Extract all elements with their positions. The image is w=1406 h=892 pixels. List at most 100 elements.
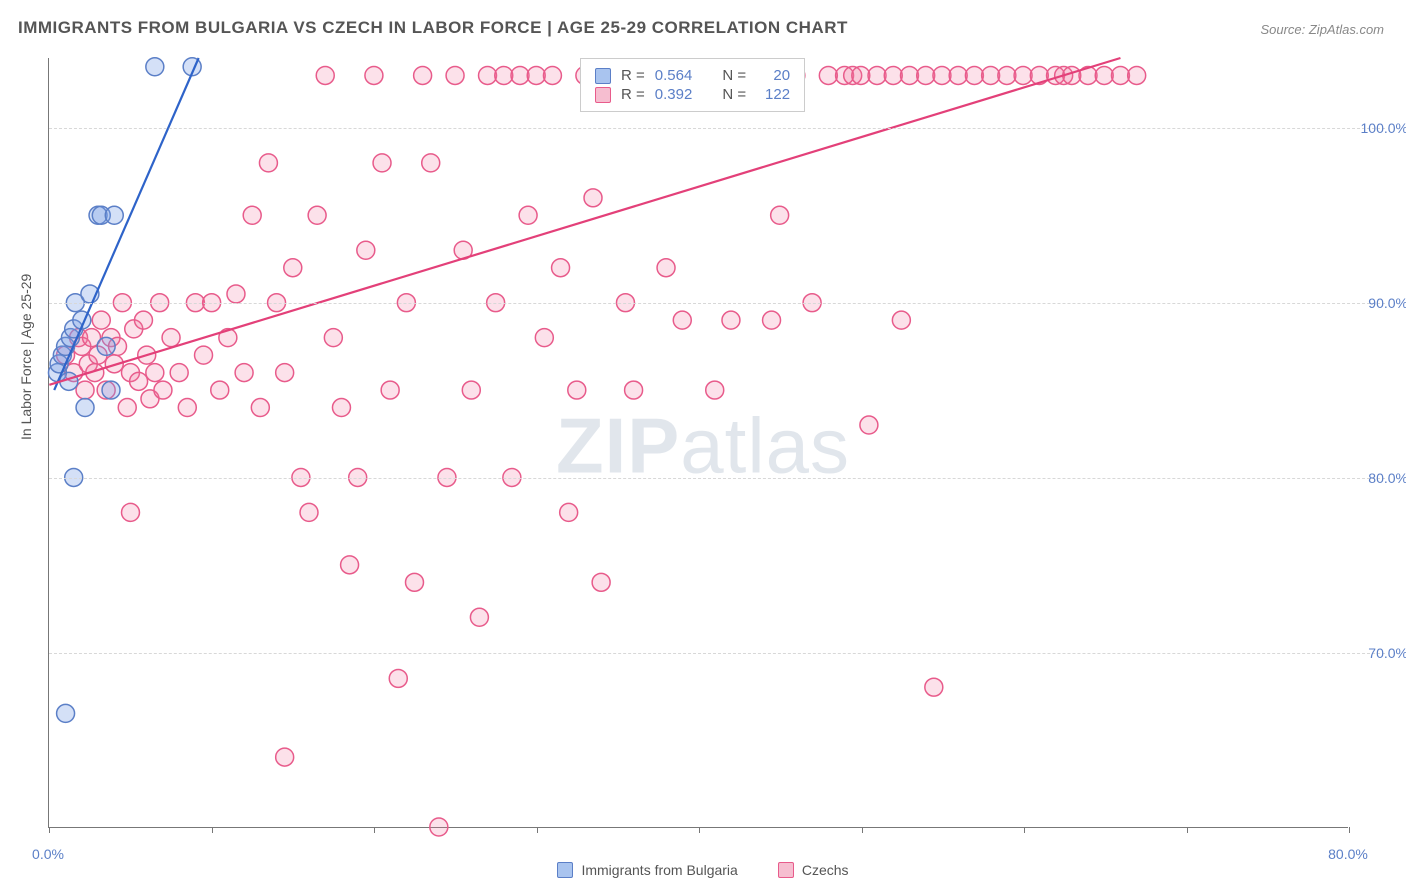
- scatter-point: [495, 66, 513, 84]
- scatter-point: [341, 556, 359, 574]
- legend-bottom-item: Immigrants from Bulgaria: [557, 862, 737, 878]
- scatter-point: [763, 311, 781, 329]
- scatter-point: [146, 58, 164, 76]
- scatter-point: [430, 818, 448, 836]
- scatter-point: [933, 66, 951, 84]
- scatter-point: [406, 573, 424, 591]
- scatter-point: [771, 206, 789, 224]
- x-tick-label: 80.0%: [1328, 846, 1368, 862]
- scatter-point: [414, 66, 432, 84]
- scatter-point: [332, 399, 350, 417]
- scatter-point: [965, 66, 983, 84]
- scatter-point: [357, 241, 375, 259]
- scatter-point: [535, 329, 553, 347]
- y-tick-label: 80.0%: [1353, 470, 1406, 486]
- scatter-point: [243, 206, 261, 224]
- x-tick: [699, 827, 700, 833]
- scatter-point: [1095, 66, 1113, 84]
- legend-r-value: 0.392: [655, 86, 693, 103]
- scatter-point: [527, 66, 545, 84]
- scatter-point: [227, 285, 245, 303]
- scatter-point: [917, 66, 935, 84]
- scatter-point: [170, 364, 188, 382]
- legend-r-label: R =: [621, 86, 645, 103]
- gridline: [49, 478, 1385, 479]
- gridline: [49, 303, 1385, 304]
- scatter-point: [276, 748, 294, 766]
- scatter-point: [422, 154, 440, 172]
- source-credit: Source: ZipAtlas.com: [1260, 22, 1384, 37]
- x-tick: [862, 827, 863, 833]
- legend-label: Immigrants from Bulgaria: [581, 862, 737, 878]
- scatter-point: [76, 399, 94, 417]
- correlation-legend: R =0.564N =20R =0.392N =122: [580, 58, 805, 112]
- y-tick-label: 70.0%: [1353, 645, 1406, 661]
- scatter-point: [118, 399, 136, 417]
- scatter-point: [949, 66, 967, 84]
- scatter-point: [446, 66, 464, 84]
- scatter-point: [57, 704, 75, 722]
- scatter-point: [102, 381, 120, 399]
- scatter-point: [105, 206, 123, 224]
- scatter-point: [122, 503, 140, 521]
- scatter-point: [259, 154, 277, 172]
- scatter-point: [373, 154, 391, 172]
- scatter-point: [300, 503, 318, 521]
- scatter-point: [568, 381, 586, 399]
- legend-r-label: R =: [621, 67, 645, 84]
- legend-n-label: N =: [722, 86, 746, 103]
- scatter-point: [925, 678, 943, 696]
- scatter-point: [706, 381, 724, 399]
- scatter-point: [819, 66, 837, 84]
- scatter-point: [381, 381, 399, 399]
- scatter-point: [625, 381, 643, 399]
- gridline: [49, 128, 1385, 129]
- scatter-svg: [49, 58, 1348, 827]
- scatter-point: [195, 346, 213, 364]
- scatter-point: [1014, 66, 1032, 84]
- scatter-point: [552, 259, 570, 277]
- scatter-point: [470, 608, 488, 626]
- legend-n-value: 20: [756, 67, 790, 84]
- legend-swatch: [557, 862, 573, 878]
- scatter-point: [389, 669, 407, 687]
- legend-swatch: [595, 68, 611, 84]
- scatter-point: [722, 311, 740, 329]
- scatter-point: [892, 311, 910, 329]
- x-tick: [1349, 827, 1350, 833]
- scatter-point: [211, 381, 229, 399]
- legend-label: Czechs: [802, 862, 849, 878]
- scatter-point: [154, 381, 172, 399]
- scatter-point: [365, 66, 383, 84]
- x-tick: [374, 827, 375, 833]
- y-tick-label: 90.0%: [1353, 295, 1406, 311]
- scatter-point: [900, 66, 918, 84]
- x-tick: [1024, 827, 1025, 833]
- scatter-point: [130, 372, 148, 390]
- scatter-point: [276, 364, 294, 382]
- legend-n-value: 122: [756, 86, 790, 103]
- gridline: [49, 653, 1385, 654]
- scatter-point: [308, 206, 326, 224]
- scatter-point: [146, 364, 164, 382]
- scatter-point: [462, 381, 480, 399]
- legend-bottom-item: Czechs: [778, 862, 849, 878]
- scatter-point: [884, 66, 902, 84]
- scatter-point: [92, 311, 110, 329]
- scatter-point: [134, 311, 152, 329]
- y-axis-title: In Labor Force | Age 25-29: [18, 274, 34, 440]
- scatter-point: [560, 503, 578, 521]
- scatter-point: [284, 259, 302, 277]
- y-tick-label: 100.0%: [1353, 120, 1406, 136]
- scatter-point: [519, 206, 537, 224]
- legend-swatch: [778, 862, 794, 878]
- scatter-point: [584, 189, 602, 207]
- scatter-point: [76, 381, 94, 399]
- scatter-point: [998, 66, 1016, 84]
- x-tick: [212, 827, 213, 833]
- scatter-point: [1111, 66, 1129, 84]
- scatter-point: [479, 66, 497, 84]
- chart-title: IMMIGRANTS FROM BULGARIA VS CZECH IN LAB…: [18, 18, 848, 38]
- x-tick-label: 0.0%: [32, 846, 64, 862]
- scatter-point: [657, 259, 675, 277]
